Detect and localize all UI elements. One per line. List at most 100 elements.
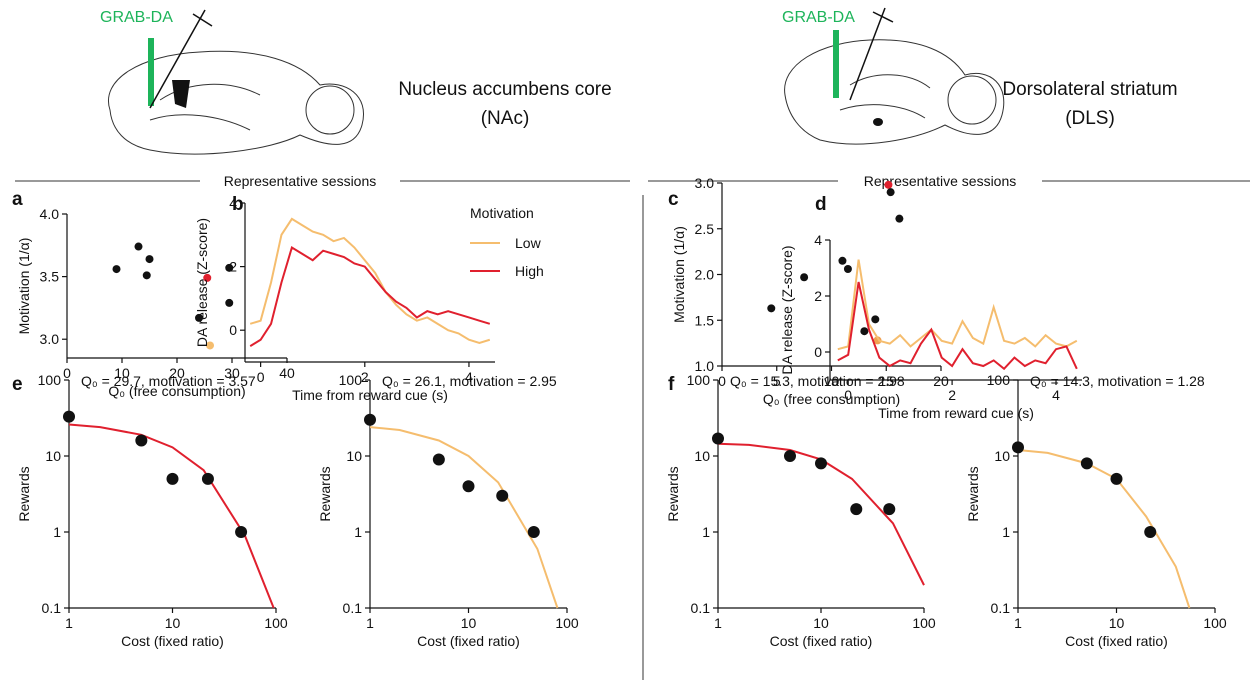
x-tick-label: 20 — [169, 365, 185, 381]
y-tick-label: 4 — [229, 195, 237, 211]
x-tick-label: 20 — [933, 373, 949, 389]
series-line — [249, 245, 491, 347]
fit-line — [1017, 448, 1191, 609]
legend-label: High — [515, 263, 544, 279]
y-tick-label: 4 — [814, 232, 822, 248]
point — [432, 453, 445, 466]
point — [63, 410, 75, 423]
point — [135, 434, 148, 447]
point — [883, 503, 896, 516]
legend-label: Low — [515, 235, 542, 251]
x-tick-label: 10 — [1109, 615, 1125, 631]
probe-label: GRAB-DA — [782, 9, 855, 26]
x-tick-label: 0 — [63, 365, 71, 381]
point — [1144, 526, 1157, 538]
panel-letter: c — [668, 189, 679, 210]
annotation: Q₀ = 15.3, motivation = 2.98 — [730, 373, 905, 389]
brain-illustration — [108, 9, 364, 155]
x-axis-label: Cost (fixed ratio) — [121, 633, 224, 649]
panel-letter: e — [12, 374, 23, 395]
y-tick-label: 100 — [687, 372, 711, 388]
x-tick-label: 10 — [165, 615, 181, 631]
point — [201, 472, 214, 485]
y-tick-label: 1 — [53, 524, 61, 540]
point — [142, 271, 151, 280]
point — [843, 265, 852, 274]
x-axis-label: Cost (fixed ratio) — [417, 633, 520, 649]
y-tick-label: 0.1 — [991, 600, 1011, 616]
point — [527, 526, 540, 538]
point — [225, 263, 234, 272]
y-tick-label: 0.1 — [42, 600, 62, 616]
point — [225, 298, 234, 307]
point — [195, 313, 203, 322]
panel-letter: d — [815, 194, 827, 215]
point — [815, 457, 827, 470]
x-tick-label: 1 — [65, 615, 73, 631]
point — [838, 256, 847, 265]
point — [1110, 472, 1123, 485]
x-tick-label: 5 — [773, 373, 781, 389]
x-tick-label: 15 — [878, 373, 894, 389]
annotation: Q₀ = 29.7, motivation = 3.57 — [81, 373, 256, 389]
x-tick-label: 1 — [366, 615, 374, 631]
y-tick-label: 1.0 — [695, 358, 715, 374]
region-title: Dorsolateral striatum — [1002, 79, 1177, 100]
point — [206, 341, 214, 350]
point — [364, 413, 376, 426]
panel-letter: b — [232, 194, 244, 215]
region-title: Nucleus accumbens core — [398, 79, 611, 100]
y-tick-label: 1 — [354, 524, 362, 540]
series-line — [837, 281, 1078, 371]
legend-title: Motivation — [470, 205, 534, 221]
x-tick-label: 10 — [114, 365, 130, 381]
point — [1012, 441, 1024, 454]
y-tick-label: 1 — [702, 524, 710, 540]
x-tick-label: 10 — [813, 615, 829, 631]
brain-illustration — [784, 7, 1005, 145]
x-tick-label: 0 — [718, 373, 726, 389]
y-tick-label: 100 — [38, 372, 62, 388]
x-tick-label: 100 — [264, 615, 288, 631]
x-tick-label: 1 — [714, 615, 722, 631]
y-tick-label: 0 — [229, 322, 237, 338]
x-tick-label: 30 — [224, 365, 240, 381]
x-axis-label: Time from reward cue (s) — [878, 405, 1034, 421]
point — [1080, 457, 1093, 470]
x-axis-label: Q₀ (free consumption) — [763, 391, 900, 407]
x-tick-label: 10 — [461, 615, 477, 631]
y-axis-label: Motivation (1/α) — [671, 226, 687, 323]
fit-line — [369, 426, 559, 609]
annotation: Q₀ = 14.3, motivation = 1.28 — [1030, 373, 1205, 389]
y-axis-label: Motivation (1/α) — [16, 238, 32, 335]
x-tick-label: 2 — [361, 369, 369, 385]
y-tick-label: 4.0 — [40, 206, 60, 222]
y-axis-label: Rewards — [317, 466, 333, 521]
point — [783, 450, 796, 462]
x-tick-label: 2 — [948, 387, 956, 403]
y-tick-label: 0 — [814, 344, 822, 360]
series-line — [249, 217, 491, 344]
point — [112, 265, 121, 274]
fit-line — [68, 423, 275, 609]
y-tick-label: 2.0 — [695, 267, 715, 283]
region-abbr: (DLS) — [1065, 108, 1115, 129]
point — [235, 526, 248, 538]
y-tick-label: 2 — [814, 288, 822, 304]
x-tick-label: 1 — [1014, 615, 1022, 631]
point — [166, 472, 179, 485]
y-tick-label: 10 — [45, 448, 61, 464]
x-tick-label: 40 — [279, 365, 295, 381]
region-abbr: (NAc) — [481, 108, 530, 129]
probe-label: GRAB-DA — [100, 9, 173, 26]
y-tick-label: 3.0 — [40, 331, 60, 347]
x-tick-label: 4 — [465, 369, 473, 385]
point — [871, 315, 880, 324]
y-axis-label: DA release (Z-score) — [779, 245, 795, 374]
y-tick-label: 10 — [694, 448, 710, 464]
y-tick-label: 0.1 — [343, 600, 363, 616]
point — [886, 188, 895, 197]
point — [860, 327, 869, 336]
x-axis-label: Cost (fixed ratio) — [1065, 633, 1168, 649]
